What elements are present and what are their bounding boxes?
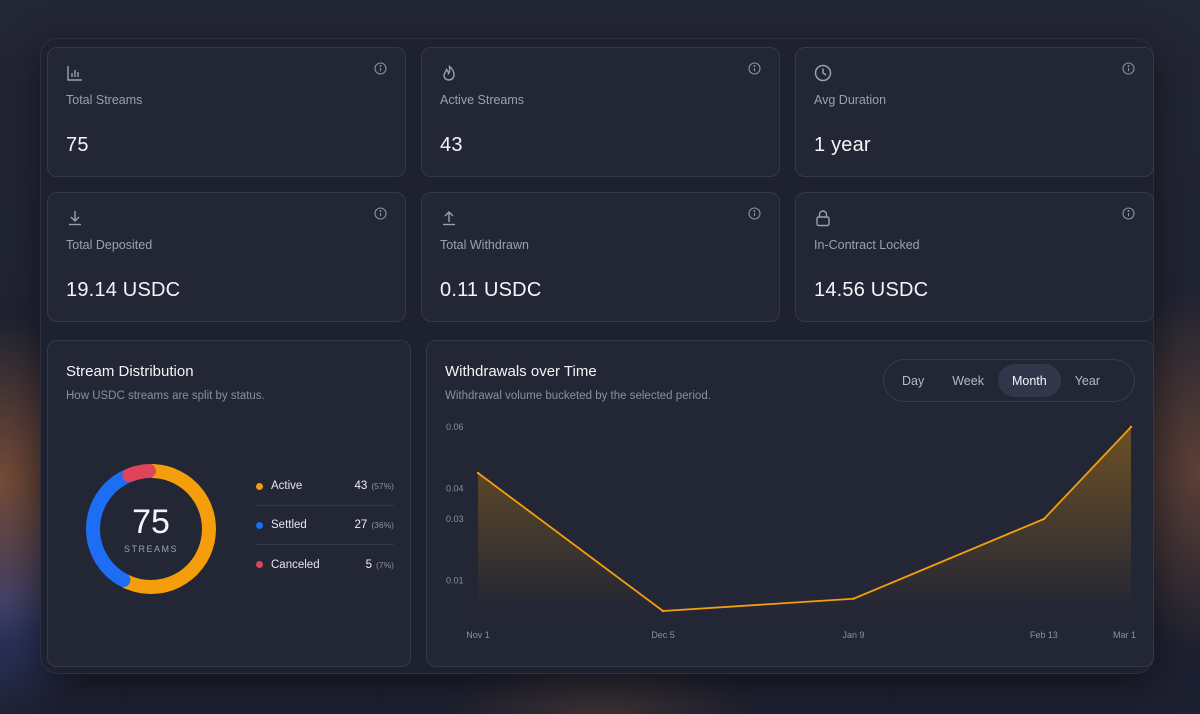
x-tick-label: Jan 9 (842, 630, 864, 640)
legend-name: Settled (271, 519, 307, 531)
legend-percent: (36%) (371, 520, 394, 530)
clock-icon (814, 64, 832, 82)
stat-value: 19.14 USDC (66, 279, 181, 301)
stat-card-total-streams: Total Streams 75 (47, 47, 406, 177)
stat-value: 14.56 USDC (814, 279, 929, 301)
period-option-day[interactable]: Day (902, 373, 925, 388)
dashboard-frame: Total Streams 75 Active Streams 43 Avg D… (40, 38, 1154, 674)
legend-dot (256, 482, 263, 490)
legend-count: 5 (365, 558, 373, 571)
stat-label: In-Contract Locked (814, 238, 920, 252)
y-tick-label: 0.01 (446, 575, 464, 585)
donut-segment-settled (86, 469, 133, 588)
data-point (661, 609, 665, 613)
withdrawals-chart: 0.01 0.03 0.04 0.06 Nov 1 Dec 5 Jan 9 Feb 13 Mar… (446, 422, 1136, 640)
bar-chart-icon (67, 66, 82, 81)
panel-title: Stream Distribution (66, 363, 194, 380)
info-icon[interactable] (374, 62, 387, 75)
donut-segments (86, 464, 216, 594)
legend-dot (256, 561, 263, 568)
stat-card-avg-duration: Avg Duration 1 year (795, 47, 1154, 177)
flame-icon (443, 65, 455, 81)
legend-item-settled: Settled 27 (36%) (256, 506, 394, 545)
stat-label: Avg Duration (814, 93, 887, 107)
donut-segment-active (120, 464, 216, 594)
y-tick-label: 0.06 (446, 422, 464, 432)
panel-subtitle: How USDC streams are split by status. (66, 390, 265, 402)
period-option-month[interactable]: Month (997, 364, 1061, 397)
stat-label: Active Streams (440, 93, 525, 107)
data-point (476, 471, 480, 475)
y-tick-label: 0.03 (446, 514, 464, 524)
panel-title: Withdrawals over Time (445, 363, 597, 380)
stat-card-active-streams: Active Streams 43 (421, 47, 780, 177)
donut-segment-canceled (122, 464, 156, 483)
y-tick-label: 0.04 (446, 483, 464, 493)
lock-icon (816, 210, 830, 227)
x-tick-label: Feb 13 (1030, 630, 1058, 640)
x-tick-label: Mar 1 (1113, 630, 1136, 640)
info-icon[interactable] (1122, 62, 1135, 75)
period-option-year[interactable]: Year (1074, 373, 1100, 388)
stat-value: 1 year (814, 134, 871, 156)
legend-dot (256, 521, 263, 529)
info-icon[interactable] (748, 207, 761, 220)
stat-label: Total Deposited (66, 238, 153, 252)
withdrawals-panel: Withdrawals over Time Withdrawal volume … (426, 340, 1154, 667)
stat-card-in-contract-locked: In-Contract Locked 14.56 USDC (795, 192, 1154, 322)
legend-percent: (57%) (371, 481, 394, 491)
data-point (1042, 517, 1046, 521)
stat-card-total-withdrawn: Total Withdrawn 0.11 USDC (421, 192, 780, 322)
stat-label: Total Withdrawn (440, 238, 529, 252)
legend-count: 27 (354, 519, 368, 531)
info-icon[interactable] (374, 207, 387, 220)
withdrawals-area (478, 427, 1131, 611)
legend-count: 43 (354, 480, 368, 492)
x-tick-label: Nov 1 (466, 630, 490, 640)
stat-value: 43 (440, 134, 463, 156)
stat-value: 0.11 USDC (440, 279, 542, 301)
panel-subtitle: Withdrawal volume bucketed by the select… (445, 390, 711, 402)
period-selector: Day Week Month Year (883, 359, 1135, 402)
stat-value: 75 (66, 134, 89, 156)
data-point (1129, 425, 1133, 429)
download-icon (69, 211, 81, 226)
stream-distribution-panel: Stream Distribution How USDC streams are… (47, 340, 411, 667)
donut-total: 75 (132, 503, 170, 541)
data-point (852, 597, 855, 600)
stat-card-total-deposited: Total Deposited 19.14 USDC (47, 192, 406, 322)
stat-label: Total Streams (66, 93, 143, 107)
legend-percent: (7%) (376, 559, 394, 570)
legend-item-active: Active 43 (57%) (256, 467, 394, 506)
x-tick-label: Dec 5 (651, 630, 675, 640)
donut-total-label: STREAMS (124, 544, 178, 554)
donut-chart: 75 STREAMS (86, 464, 216, 594)
legend-name: Active (271, 480, 303, 492)
info-icon[interactable] (1122, 207, 1135, 220)
info-icon[interactable] (748, 62, 761, 75)
upload-icon (443, 211, 455, 226)
legend-name: Canceled (271, 558, 320, 571)
period-option-week[interactable]: Week (952, 373, 984, 388)
legend-item-canceled: Canceled 5 (7%) (256, 545, 394, 584)
